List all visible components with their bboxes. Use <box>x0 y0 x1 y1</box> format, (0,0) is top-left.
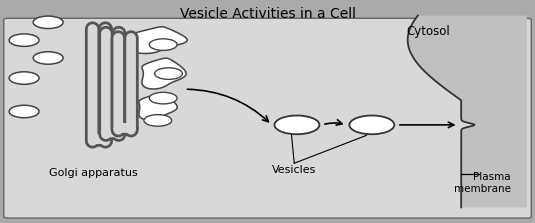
Circle shape <box>33 16 63 29</box>
Polygon shape <box>408 16 527 207</box>
Circle shape <box>149 92 177 104</box>
Polygon shape <box>142 58 186 89</box>
Circle shape <box>155 68 182 79</box>
Polygon shape <box>133 27 187 54</box>
Text: Vesicles: Vesicles <box>272 165 316 176</box>
Polygon shape <box>139 94 177 120</box>
Circle shape <box>144 115 172 126</box>
Circle shape <box>9 34 39 46</box>
Circle shape <box>33 52 63 64</box>
Circle shape <box>274 116 319 134</box>
Text: Cytosol: Cytosol <box>406 25 450 37</box>
FancyBboxPatch shape <box>4 18 531 218</box>
Circle shape <box>349 116 394 134</box>
Circle shape <box>149 39 177 50</box>
Circle shape <box>9 72 39 84</box>
Circle shape <box>9 105 39 118</box>
Text: Plasma
membrane: Plasma membrane <box>454 172 511 194</box>
Text: Golgi apparatus: Golgi apparatus <box>49 168 138 178</box>
Text: Vesicle Activities in a Cell: Vesicle Activities in a Cell <box>180 7 355 21</box>
